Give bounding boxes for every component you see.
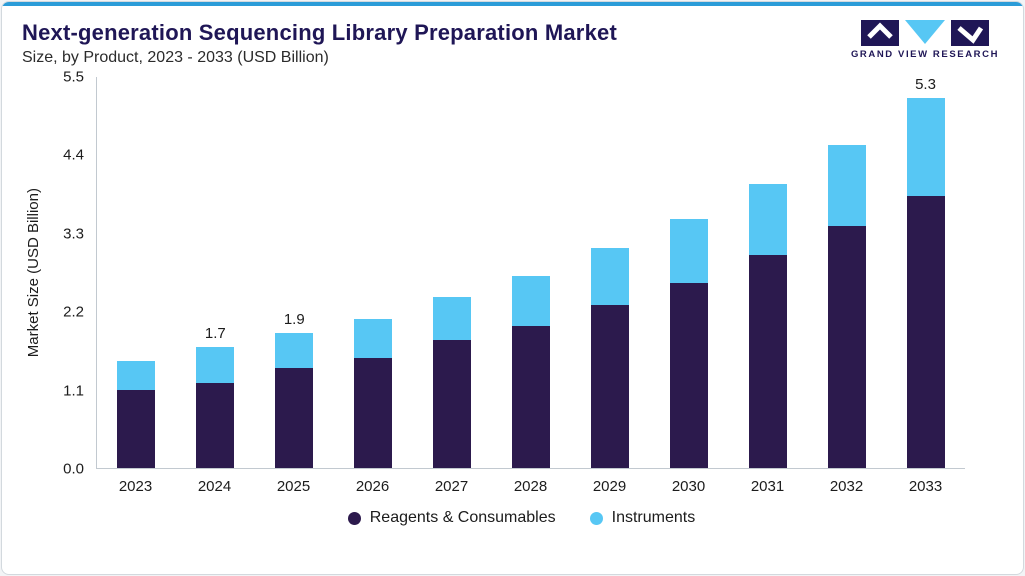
reagents-consumables-segment (196, 382, 235, 468)
legend-item: Instruments (589, 509, 696, 527)
bar-2033: 5.3 (886, 77, 965, 468)
x-axis-label: 2027 (434, 478, 469, 495)
y-tick-label: 3.3 (63, 225, 84, 243)
x-axis-label: 2023 (118, 478, 153, 495)
chart-subtitle: Size, by Product, 2023 - 2033 (USD Billi… (22, 49, 329, 66)
bar-2031 (728, 77, 807, 468)
instruments-segment (669, 219, 708, 284)
instruments-segment (433, 297, 472, 341)
bar-2024: 1.7 (176, 77, 255, 468)
plot-area: 1.7 1.9 5.3 2023 2024 2025 2026 2027 2028 2029 20… (96, 77, 965, 495)
x-axis-label: 2029 (592, 478, 627, 495)
bar-2029 (570, 77, 649, 468)
bar-value-label: 1.7 (204, 325, 226, 343)
legend-bullet-icon (589, 511, 603, 525)
legend-item: Reagents & Consumables (347, 509, 556, 527)
logo-text: GRAND VIEW RESEARCH (850, 49, 1000, 60)
logo-mark-icon (861, 20, 989, 46)
instruments-segment (117, 361, 156, 390)
reagents-consumables-segment (275, 368, 314, 468)
x-axis-label: 2028 (513, 478, 548, 495)
reagents-consumables-segment (827, 226, 866, 468)
plot-wrap: Market Size (USD Billion) 0.0 1.1 2.2 3.3 4.… (20, 69, 1023, 495)
instruments-segment (590, 247, 629, 305)
bar-2028 (492, 77, 571, 468)
y-tick-label: 0.0 (63, 460, 84, 478)
title-block: Next-generation Sequencing Library Prepa… (22, 20, 617, 67)
reagents-consumables-segment (433, 340, 472, 468)
bars-area: 1.7 1.9 5.3 (96, 77, 965, 469)
y-tick-label: 5.5 (63, 68, 84, 86)
top-accent-line (2, 2, 1023, 6)
legend: Reagents & Consumables Instruments (20, 509, 1023, 527)
instruments-segment (906, 98, 945, 196)
stacked-bar-chart: Market Size (USD Billion) 0.0 1.1 2.2 3.3 4.… (2, 69, 1023, 527)
instruments-segment (827, 144, 866, 227)
x-axis-label: 2026 (355, 478, 390, 495)
legend-label: Reagents & Consumables (369, 509, 556, 526)
bar-2026 (334, 77, 413, 468)
page-title: Next-generation Sequencing Library Prepa… (22, 20, 617, 45)
legend-label: Instruments (611, 509, 696, 526)
y-axis-title-column: Market Size (USD Billion) (20, 77, 46, 469)
instruments-segment (511, 276, 550, 326)
y-axis: 0.0 1.1 2.2 3.3 4.4 5.5 (46, 69, 96, 478)
y-tick-label: 4.4 (63, 146, 84, 164)
reagents-consumables-segment (590, 304, 629, 468)
bar-2032 (807, 77, 886, 468)
bar-2030 (649, 77, 728, 468)
y-tick-label: 1.1 (63, 382, 84, 400)
instruments-segment (748, 183, 787, 255)
grand-view-research-logo: GRAND VIEW RESEARCH (849, 20, 1001, 60)
x-axis: 2023 2024 2025 2026 2027 2028 2029 2030 2031 2032… (96, 469, 965, 495)
legend-bullet-icon (347, 511, 361, 525)
bar-2025: 1.9 (255, 77, 334, 468)
reagents-consumables-segment (117, 389, 156, 468)
x-axis-label: 2025 (276, 478, 311, 495)
bar-value-label: 1.9 (283, 310, 305, 328)
reagents-consumables-segment (511, 325, 550, 468)
x-axis-label: 2032 (829, 478, 864, 495)
reagents-consumables-segment (669, 283, 708, 468)
reagents-consumables-segment (354, 357, 393, 468)
x-axis-label: 2030 (671, 478, 706, 495)
x-axis-label: 2033 (908, 478, 943, 495)
instruments-segment (354, 318, 393, 358)
x-axis-label: 2031 (750, 478, 785, 495)
bar-value-label: 5.3 (915, 76, 936, 93)
chart-header: Next-generation Sequencing Library Prepa… (2, 6, 1023, 71)
y-axis-title: Market Size (USD Billion) (24, 188, 42, 358)
bar-2027 (413, 77, 492, 468)
bar-2023 (97, 77, 176, 468)
reagents-consumables-segment (748, 254, 787, 468)
reagents-consumables-segment (906, 195, 945, 468)
instruments-segment (275, 332, 314, 369)
y-tick-label: 2.2 (63, 303, 84, 321)
x-axis-label: 2024 (197, 478, 232, 495)
instruments-segment (196, 347, 235, 383)
